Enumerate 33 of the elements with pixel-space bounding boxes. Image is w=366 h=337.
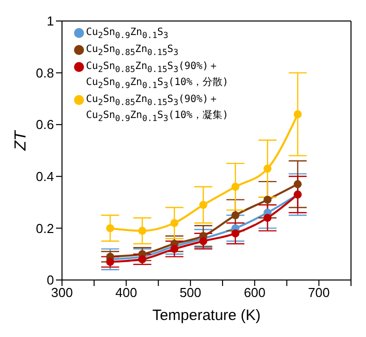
point	[106, 224, 114, 232]
x-axis-title: Temperature (K)	[152, 307, 261, 324]
x-tick-label: 400	[115, 285, 138, 300]
point	[231, 229, 240, 238]
point	[106, 258, 114, 266]
y-tick-label: 0.4	[36, 169, 54, 184]
point	[231, 182, 240, 191]
point	[138, 255, 146, 264]
point	[294, 180, 302, 188]
point	[264, 164, 272, 173]
y-tick-label: 0.8	[36, 65, 54, 80]
x-tick-label: 600	[244, 285, 266, 300]
point	[138, 226, 146, 235]
point	[199, 237, 208, 246]
point	[264, 196, 272, 204]
y-axis-title: ZT	[12, 130, 30, 152]
point	[264, 214, 272, 222]
legend-label: Cu$_{2}$Sn$_{0.85}$Zn$_{0.15}$S$_{3}$	[86, 43, 178, 59]
x-tick-label: 300	[51, 285, 73, 300]
y-tick-label: 0.2	[36, 220, 54, 236]
y-tick-label: 1	[46, 14, 54, 29]
point	[231, 211, 240, 220]
point	[170, 244, 178, 253]
point	[170, 219, 178, 228]
y-tick-label: 0	[46, 272, 54, 288]
text: Cu$_{2}$Sn$_{0.85}$Zn$_{0.15}$S$_{3}$(90%)＋Cu$_{2}$Sn$_{0.9}$Zn$_{0.1}$S$_{3}$(10%，分散)	[86, 61, 228, 90]
text: Cu$_{2}$Sn$_{0.85}$Zn$_{0.15}$S$_{3}$(90%)＋Cu$_{2}$Sn$_{0.9}$Zn$_{0.1}$S$_{3}$(10%，凝集)	[86, 94, 228, 123]
point	[294, 110, 302, 118]
x-tick-label: 700	[308, 285, 330, 300]
y-tick-label: 0.6	[36, 117, 54, 132]
x-tick-label: 500	[180, 285, 202, 300]
legend-label: Cu$_{2}$Sn$_{0.9}$Zn$_{0.1}$S$_{3}$	[86, 26, 168, 42]
point	[199, 200, 208, 209]
